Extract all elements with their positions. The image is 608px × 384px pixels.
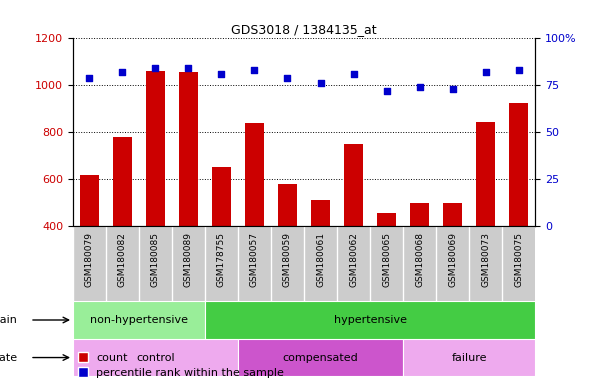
Point xyxy=(184,65,193,71)
Legend: count, percentile rank within the sample: count, percentile rank within the sample xyxy=(78,353,284,379)
Bar xyxy=(179,73,198,226)
Bar xyxy=(73,301,205,339)
Text: GSM180062: GSM180062 xyxy=(349,232,358,287)
Text: GSM180061: GSM180061 xyxy=(316,232,325,287)
Bar xyxy=(403,339,535,376)
Text: GSM180059: GSM180059 xyxy=(283,232,292,287)
Bar xyxy=(73,339,238,376)
Point xyxy=(348,71,358,77)
Title: GDS3018 / 1384135_at: GDS3018 / 1384135_at xyxy=(231,23,377,36)
Point xyxy=(447,86,457,92)
Point xyxy=(415,84,424,90)
Text: disease state: disease state xyxy=(0,353,17,362)
Bar xyxy=(344,144,364,226)
Text: GSM180089: GSM180089 xyxy=(184,232,193,287)
Bar xyxy=(80,174,99,226)
Bar xyxy=(212,167,232,226)
Bar xyxy=(443,203,463,226)
Point xyxy=(316,80,325,86)
Point xyxy=(283,75,292,81)
Bar xyxy=(205,301,535,339)
Text: GSM178755: GSM178755 xyxy=(217,232,226,287)
Point xyxy=(85,75,94,81)
Point xyxy=(151,65,161,71)
Bar xyxy=(410,203,429,226)
Point xyxy=(481,69,491,75)
Text: control: control xyxy=(136,353,174,362)
Text: GSM180085: GSM180085 xyxy=(151,232,160,287)
Text: GSM180075: GSM180075 xyxy=(514,232,523,287)
Text: failure: failure xyxy=(451,353,487,362)
Point xyxy=(514,67,523,73)
Bar xyxy=(145,71,165,226)
Text: GSM180082: GSM180082 xyxy=(118,232,127,287)
Point xyxy=(117,69,127,75)
Text: GSM180073: GSM180073 xyxy=(481,232,490,287)
Text: GSM180057: GSM180057 xyxy=(250,232,259,287)
Text: compensated: compensated xyxy=(283,353,358,362)
Text: strain: strain xyxy=(0,315,17,325)
Point xyxy=(250,67,260,73)
Bar xyxy=(244,123,264,226)
Text: GSM180068: GSM180068 xyxy=(415,232,424,287)
Point xyxy=(216,71,226,77)
Bar xyxy=(311,200,330,226)
Text: GSM180079: GSM180079 xyxy=(85,232,94,287)
Bar xyxy=(238,339,403,376)
Text: hypertensive: hypertensive xyxy=(334,315,407,325)
Bar xyxy=(376,213,396,226)
Text: GSM180069: GSM180069 xyxy=(448,232,457,287)
Point xyxy=(382,88,392,94)
Bar xyxy=(475,122,496,226)
Bar xyxy=(509,103,528,226)
Bar xyxy=(278,184,297,226)
Bar xyxy=(112,137,133,226)
Text: non-hypertensive: non-hypertensive xyxy=(90,315,188,325)
Text: GSM180065: GSM180065 xyxy=(382,232,391,287)
